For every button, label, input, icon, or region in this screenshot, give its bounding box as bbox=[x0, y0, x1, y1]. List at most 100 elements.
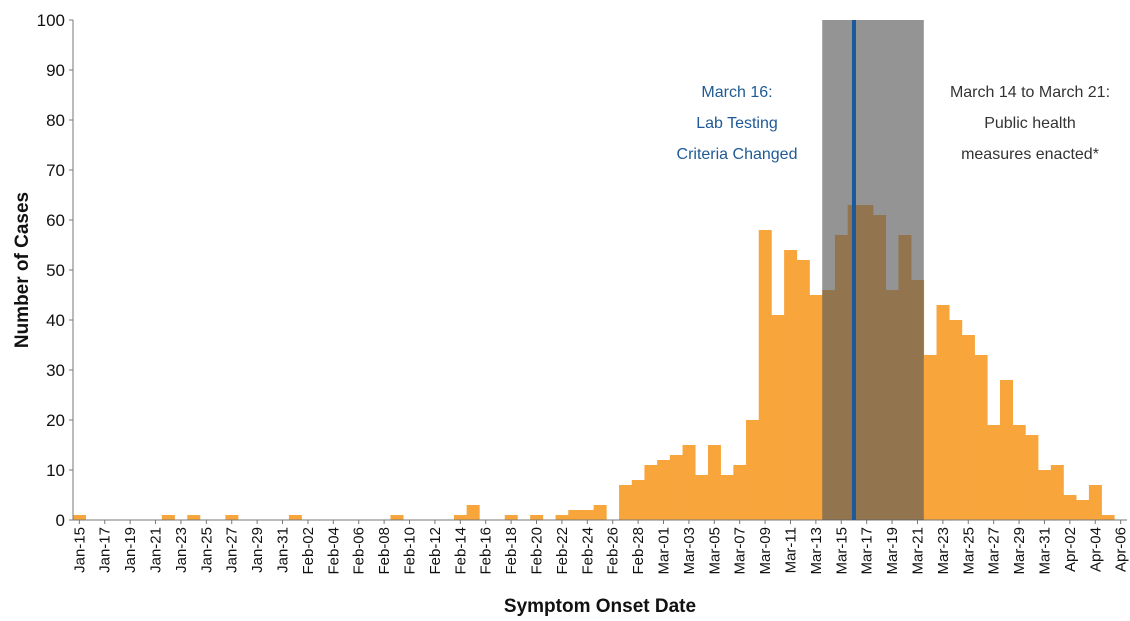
bar bbox=[746, 420, 760, 520]
x-tick-label: Feb-26 bbox=[605, 527, 622, 575]
bar bbox=[936, 305, 950, 520]
annotation: Public health bbox=[984, 115, 1076, 132]
x-tick-label: Apr-06 bbox=[1113, 527, 1130, 572]
y-tick-label: 30 bbox=[46, 361, 65, 380]
x-axis-title: Symptom Onset Date bbox=[504, 596, 696, 617]
y-tick-label: 20 bbox=[46, 411, 65, 430]
bar bbox=[288, 515, 302, 520]
y-tick-label: 10 bbox=[46, 461, 65, 480]
x-tick-label: Mar-13 bbox=[808, 527, 825, 575]
x-tick-label: Mar-05 bbox=[706, 527, 723, 575]
bar bbox=[466, 505, 480, 520]
x-tick-label: Mar-11 bbox=[782, 527, 799, 573]
x-tick-label: Mar-21 bbox=[909, 527, 926, 575]
bar bbox=[707, 445, 721, 520]
bar bbox=[631, 480, 645, 520]
x-tick-label: Mar-19 bbox=[884, 527, 901, 575]
y-tick-label: 80 bbox=[46, 111, 65, 130]
bar bbox=[555, 515, 569, 520]
highlight-span bbox=[822, 20, 924, 520]
bar bbox=[1025, 435, 1039, 520]
x-tick-label: Feb-04 bbox=[325, 527, 342, 575]
x-tick-label: Apr-04 bbox=[1087, 527, 1104, 572]
bar bbox=[758, 230, 772, 520]
x-tick-label: Jan-17 bbox=[97, 527, 114, 573]
y-tick-label: 60 bbox=[46, 211, 65, 230]
x-tick-label: Feb-16 bbox=[478, 527, 495, 575]
bar bbox=[657, 460, 671, 520]
y-tick-label: 70 bbox=[46, 161, 65, 180]
y-tick-label: 40 bbox=[46, 311, 65, 330]
bar bbox=[1050, 465, 1064, 520]
bar bbox=[1012, 425, 1026, 520]
annotation: Lab Testing bbox=[696, 115, 778, 132]
bar bbox=[720, 475, 734, 520]
x-tick-label: Feb-02 bbox=[300, 527, 317, 575]
x-tick-label: Mar-23 bbox=[935, 527, 952, 575]
x-tick-label: Feb-14 bbox=[452, 527, 469, 575]
bar bbox=[161, 515, 175, 520]
x-tick-label: Mar-15 bbox=[833, 527, 850, 575]
x-tick-label: Mar-27 bbox=[986, 527, 1003, 575]
x-tick-label: Jan-23 bbox=[173, 527, 190, 573]
bar bbox=[809, 295, 823, 520]
annotation: measures enacted* bbox=[961, 146, 1099, 163]
x-tick-label: Feb-10 bbox=[402, 527, 419, 575]
x-tick-label: Feb-22 bbox=[554, 527, 571, 575]
x-tick-label: Mar-31 bbox=[1036, 527, 1053, 575]
x-tick-label: Mar-03 bbox=[681, 527, 698, 575]
x-tick-label: Feb-28 bbox=[630, 527, 647, 575]
y-tick-label: 50 bbox=[46, 261, 65, 280]
x-tick-label: Jan-15 bbox=[71, 527, 88, 573]
bar bbox=[644, 465, 658, 520]
bar bbox=[568, 510, 582, 520]
x-tick-label: Jan-29 bbox=[249, 527, 266, 573]
bar bbox=[390, 515, 404, 520]
y-tick-label: 90 bbox=[46, 61, 65, 80]
bar bbox=[73, 515, 86, 520]
x-tick-label: Feb-18 bbox=[503, 527, 520, 575]
x-tick-label: Mar-09 bbox=[757, 527, 774, 575]
bar bbox=[669, 455, 683, 520]
bar bbox=[187, 515, 201, 520]
bar bbox=[784, 250, 798, 520]
x-tick-label: Feb-12 bbox=[427, 527, 444, 575]
y-axis-title: Number of Cases bbox=[12, 192, 33, 348]
x-tick-label: Mar-25 bbox=[960, 527, 977, 575]
y-tick-label: 100 bbox=[37, 11, 65, 30]
x-tick-label: Jan-31 bbox=[275, 527, 292, 573]
annotation: March 14 to March 21: bbox=[950, 84, 1110, 101]
x-tick-label: Jan-25 bbox=[198, 527, 215, 573]
bar bbox=[987, 425, 1001, 520]
annotation: March 16: bbox=[701, 84, 772, 101]
bar bbox=[771, 315, 785, 520]
bar bbox=[619, 485, 633, 520]
x-tick-label: Feb-24 bbox=[579, 527, 596, 575]
bar bbox=[593, 505, 607, 520]
annotation: Criteria Changed bbox=[677, 146, 798, 163]
y-tick-label: 0 bbox=[56, 511, 65, 530]
x-tick-label: Mar-07 bbox=[732, 527, 749, 575]
bar bbox=[453, 515, 467, 520]
bar bbox=[961, 335, 975, 520]
x-tick-label: Jan-19 bbox=[122, 527, 139, 573]
bar bbox=[1088, 485, 1102, 520]
bar bbox=[580, 510, 594, 520]
bar bbox=[225, 515, 239, 520]
x-tick-label: Jan-21 bbox=[148, 527, 165, 573]
bar bbox=[949, 320, 963, 520]
bar bbox=[1101, 515, 1115, 520]
bar bbox=[974, 355, 988, 520]
x-tick-label: Jan-27 bbox=[224, 527, 241, 573]
bar bbox=[796, 260, 810, 520]
bar bbox=[695, 475, 709, 520]
x-tick-label: Feb-06 bbox=[351, 527, 368, 575]
x-tick-label: Mar-17 bbox=[859, 527, 876, 575]
bar bbox=[1038, 470, 1052, 520]
bar bbox=[1063, 495, 1077, 520]
x-tick-label: Mar-29 bbox=[1011, 527, 1028, 575]
bar bbox=[923, 355, 937, 520]
x-tick-label: Feb-08 bbox=[376, 527, 393, 575]
x-tick-label: Apr-02 bbox=[1062, 527, 1079, 572]
bar bbox=[504, 515, 518, 520]
